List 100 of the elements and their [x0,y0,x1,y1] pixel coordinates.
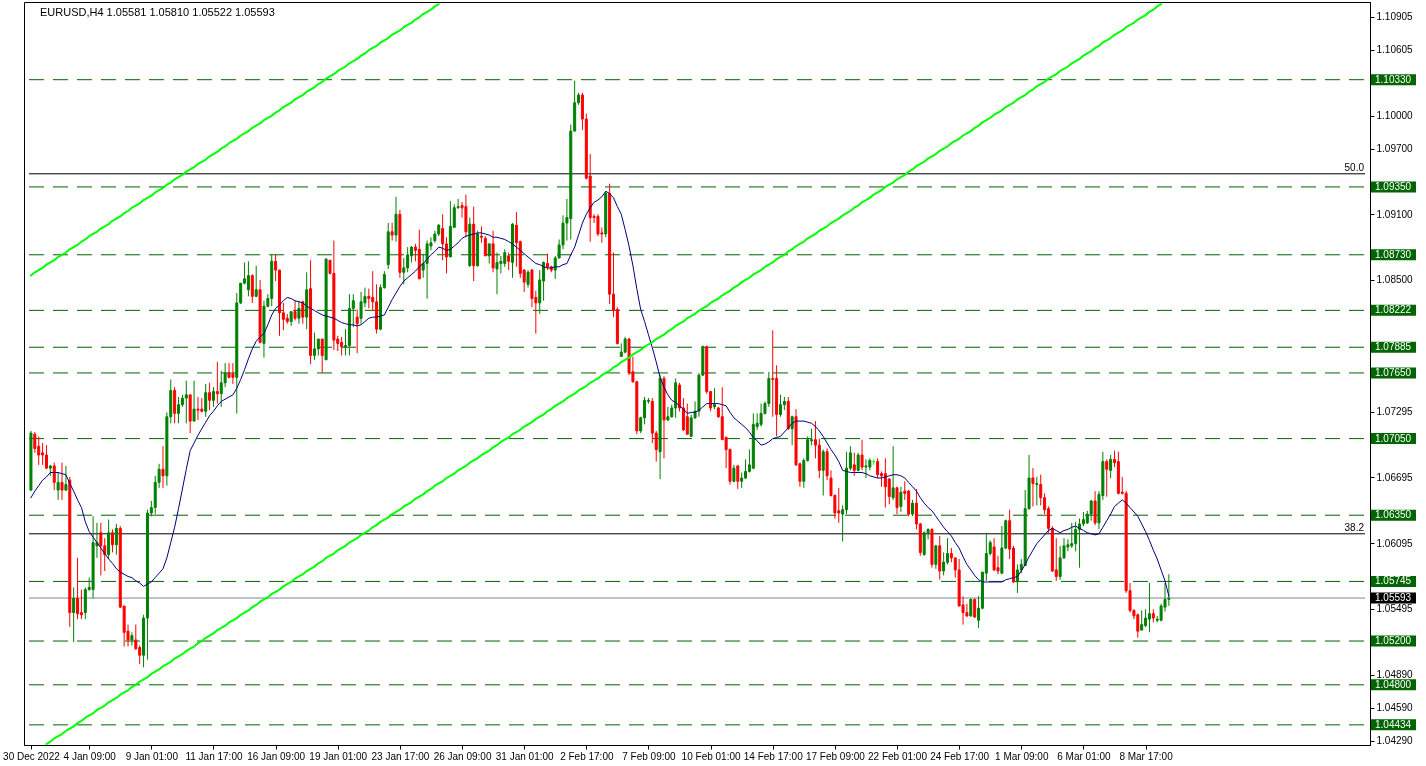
x-tick-label: 14 Feb 17:00 [743,750,804,762]
x-tick-label: 4 Jan 09:00 [63,750,117,762]
x-tick-label: 2 Feb 17:00 [560,750,614,762]
candlestick [1078,517,1082,569]
ref-line-label: 1.10330 [1375,73,1412,85]
candlestick [542,260,546,302]
candlestick [394,196,398,243]
candlestick [44,444,48,470]
y-tick-label: 1.07295 [1376,406,1414,418]
x-tick-label: 23 Jan 17:00 [371,750,430,762]
y-tick-label: 1.09700 [1376,143,1414,155]
candlestick [887,477,891,505]
candlestick [161,445,165,489]
candlestick [184,380,188,424]
candlestick [390,222,394,242]
x-tick-label: 26 Jan 09:00 [433,750,492,762]
ref-line-label: 1.05200 [1375,635,1412,647]
candlestick [231,362,235,385]
candlestick [33,431,37,454]
candlestick [1074,521,1078,552]
candlestick [1093,490,1097,526]
y-tick-label: 1.06095 [1376,537,1414,549]
ref-line-label: 1.07050 [1375,432,1412,444]
candlestick [196,396,200,421]
candlestick [83,586,87,620]
y-tick-label: 1.04890 [1376,669,1414,681]
candlestick [495,252,499,295]
candlestick [681,397,685,432]
candlestick [891,445,895,501]
candlestick [483,235,487,257]
x-tick-label: 9 Jan 01:00 [125,750,179,762]
candlestick [666,406,670,422]
candlestick [297,300,301,325]
candlestick [992,537,996,572]
candlestick [860,439,864,471]
candlestick [173,386,177,424]
candlestick [864,458,868,479]
candlestick [130,631,134,646]
y-tick-label: 1.04590 [1376,702,1414,714]
candlestick [942,551,946,576]
x-tick-label: 1 Mar 09:00 [995,750,1049,762]
candlestick [204,383,208,418]
x-tick-label: 30 Dec 2022 [3,750,61,762]
candlestick [192,380,196,422]
candlestick [1136,613,1140,639]
candlestick [1105,458,1109,498]
candlestick [99,522,103,576]
y-tick-label: 1.08500 [1376,274,1414,286]
candlestick [41,442,45,466]
candlestick [107,519,111,560]
ref-line-label: 1.07885 [1375,341,1412,353]
candlestick [406,246,410,273]
annotation: 50.0 [1344,161,1365,173]
candlestick [312,331,316,361]
candlestick [1109,454,1113,479]
candlestick [736,464,740,490]
candlestick [1015,563,1019,594]
x-tick-label: 17 Feb 09:00 [805,750,866,762]
ref-line-label: 1.09350 [1375,180,1412,192]
candlestick [355,308,359,354]
line-series [29,3,440,277]
candlestick [821,449,825,497]
candlestick [899,486,903,513]
candlestick [934,544,938,570]
candlestick [359,291,363,325]
candlestick [895,486,899,515]
ref-line-label: 1.04800 [1375,678,1412,690]
candlestick [250,273,254,304]
candlestick [60,462,64,501]
ref-line-label: 1.05745 [1375,575,1412,587]
x-tick-label: 19 Jan 01:00 [309,750,368,762]
y-tick-label: 1.04290 [1376,735,1414,747]
y-tick-label: 1.10605 [1376,44,1414,56]
candlestick [876,457,880,479]
y-tick-label: 1.10905 [1376,11,1414,23]
candlestick [293,300,297,321]
y-tick-label: 1.09100 [1376,208,1414,220]
candlestick [111,528,114,553]
ref-line-label: 1.05593 [1375,592,1412,604]
candlestick [215,361,219,405]
candlestick [37,435,41,466]
candlestick [771,329,775,418]
candlestick [678,382,682,412]
x-tick-label: 6 Mar 01:00 [1057,750,1112,762]
candlestick [367,288,371,309]
candlestick [208,382,212,411]
candlestick [837,487,841,524]
candlestick [1070,522,1074,549]
x-tick-label: 7 Feb 09:00 [622,750,677,762]
candlestick [254,265,258,297]
candlestick [685,403,689,435]
annotation: 38.2 [1344,521,1365,533]
candlestick [320,338,324,374]
candlestick [441,213,445,261]
candlestick [402,257,406,285]
y-tick-label: 1.05495 [1376,603,1414,615]
ref-line-label: 1.08730 [1375,248,1412,260]
candlestick [779,394,782,418]
x-tick-label: 8 Mar 17:00 [1119,750,1174,762]
candlestick [340,336,344,356]
